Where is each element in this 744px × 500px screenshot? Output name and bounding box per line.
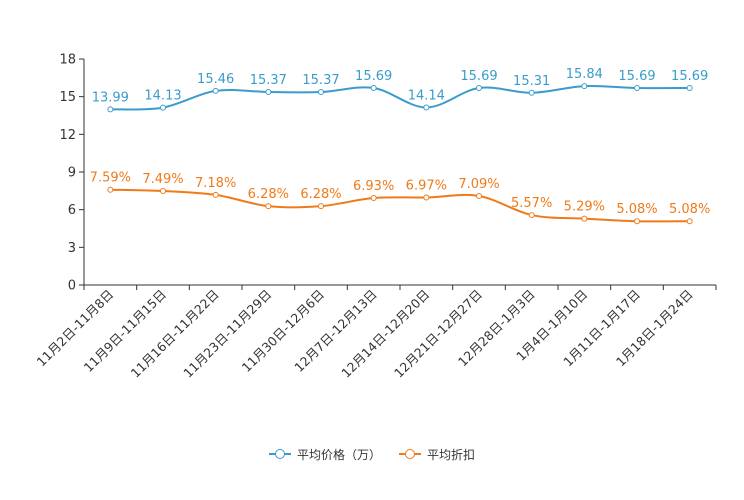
- series-0-point: [423, 104, 430, 111]
- series-0-point: [634, 85, 640, 92]
- series-1-point: [581, 215, 588, 222]
- series-0-data-label: 15.69: [460, 69, 497, 84]
- series-0-data-label: 15.31: [513, 74, 550, 89]
- series-1-point: [370, 194, 377, 201]
- series-0-point: [318, 89, 324, 96]
- series-1-point: [476, 192, 482, 199]
- series-0-point: [212, 87, 219, 94]
- series-0-data-label: 15.37: [302, 73, 339, 88]
- series-0-data-label: 14.14: [408, 88, 445, 103]
- y-tick-label: 9: [68, 166, 76, 181]
- series-1-point: [686, 218, 693, 225]
- series-1-point: [212, 191, 219, 198]
- y-tick-label: 6: [68, 203, 76, 218]
- series-1-point: [107, 186, 114, 193]
- series-1-point: [265, 203, 272, 210]
- y-tick-label: 3: [68, 241, 76, 256]
- series-1-point: [423, 194, 430, 201]
- series-0-point: [265, 89, 272, 96]
- x-tick-label: 12月14日-12月20日: [338, 287, 432, 381]
- legend-item-discount[interactable]: 平均折扣: [399, 446, 475, 463]
- series-0-data-label: 15.46: [197, 72, 234, 87]
- series-0-data-label: 15.37: [250, 73, 287, 88]
- series-1-data-label: 5.57%: [511, 196, 552, 211]
- series-0-point: [581, 83, 588, 90]
- series-0-data-label: 14.13: [144, 89, 181, 104]
- series-0-point: [107, 106, 114, 113]
- legend-discount-marker-icon: [399, 448, 421, 460]
- series-0-data-label: 15.69: [671, 69, 708, 84]
- series-line-0: [110, 84, 690, 111]
- series-0-point: [160, 104, 166, 111]
- series-1-data-label: 7.18%: [195, 176, 236, 191]
- y-tick-label: 15: [59, 90, 76, 105]
- series-1-data-label: 7.09%: [458, 177, 499, 192]
- series-line-1: [110, 188, 690, 223]
- y-tick-label: 18: [59, 53, 76, 68]
- y-tick-label: 12: [59, 128, 76, 143]
- series-1-point: [528, 212, 535, 219]
- legend-discount-label: 平均折扣: [427, 447, 476, 462]
- series-1-data-label: 7.49%: [142, 172, 183, 187]
- y-tick-label: 0: [68, 279, 76, 294]
- series-0-data-label: 15.69: [355, 69, 392, 84]
- series-1-data-label: 5.08%: [616, 202, 657, 217]
- series-0-data-label: 15.69: [618, 69, 655, 84]
- series-1-data-label: 6.28%: [248, 187, 289, 202]
- series-1-point: [634, 218, 640, 225]
- series-0-data-label: 13.99: [92, 90, 129, 105]
- series-0-point: [476, 85, 482, 92]
- series-1-point: [160, 187, 166, 194]
- series-0-point: [686, 85, 693, 92]
- series-1-data-label: 5.08%: [669, 202, 710, 217]
- x-tick-label: 11月23日-11月29日: [180, 287, 274, 381]
- legend-item-price[interactable]: 平均价格（万）: [268, 446, 381, 463]
- legend-price-label: 平均价格（万）: [296, 447, 381, 462]
- x-tick-label: 12月21日-12月27日: [391, 287, 485, 381]
- legend-price-marker-icon: [268, 448, 291, 460]
- x-tick-label: 11月16日-11月22日: [128, 287, 222, 381]
- series-1-data-label: 6.28%: [300, 187, 341, 202]
- series-1-data-label: 6.97%: [406, 178, 447, 193]
- series-0-data-label: 15.84: [566, 67, 603, 82]
- series-1-data-label: 5.29%: [564, 200, 605, 215]
- legend: 平均价格（万） 平均折扣: [0, 444, 744, 464]
- series-0-point: [528, 89, 535, 96]
- series-0-point: [370, 85, 377, 92]
- series-1-data-label: 6.93%: [353, 179, 394, 194]
- series-1-data-label: 7.59%: [90, 171, 131, 186]
- series-1-point: [318, 203, 324, 210]
